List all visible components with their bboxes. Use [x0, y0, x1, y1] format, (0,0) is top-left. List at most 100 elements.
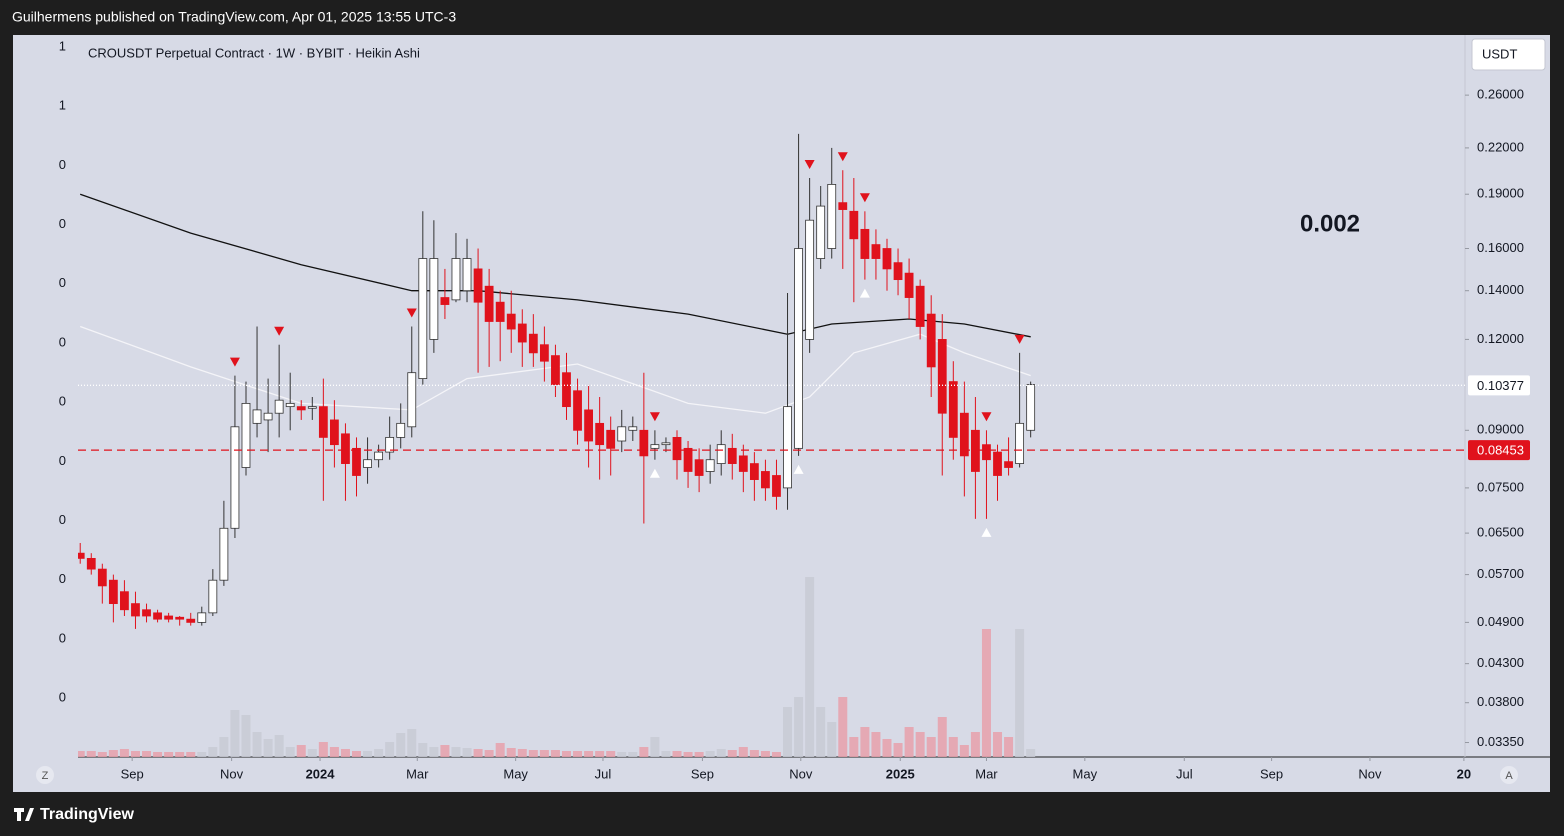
x-tick-label: 20 [1457, 766, 1471, 781]
candle-body [429, 258, 439, 340]
candle-body [705, 459, 715, 472]
candle-body [528, 333, 538, 354]
candle-body [749, 463, 759, 480]
x-tick-label: Sep [121, 766, 144, 781]
volume-bar [484, 750, 494, 757]
brand: TradingView [40, 806, 135, 823]
y-tick-label: 0.09000 [1477, 422, 1524, 437]
volume-bar [993, 732, 1003, 757]
sell-signal [229, 357, 240, 367]
volume-bar [142, 751, 152, 757]
price-label: 0.08453 [1477, 443, 1524, 458]
x-tick-label: Mar [406, 766, 429, 781]
candle-body [142, 609, 151, 617]
volume-bar [340, 749, 350, 757]
volume-bar [274, 735, 284, 757]
volume-bar [119, 749, 129, 757]
volume-bar [374, 749, 384, 757]
volume-bar [771, 752, 781, 757]
left-axis-label: 0 [59, 275, 66, 290]
volume-bar [263, 739, 273, 757]
volume-bar [650, 737, 660, 757]
candle-body [153, 612, 162, 620]
volume-bar [506, 748, 516, 757]
candle-body [871, 244, 881, 259]
auto-button[interactable] [1500, 766, 1518, 784]
currency-button[interactable] [1471, 38, 1546, 71]
x-tick-label: May [1073, 766, 1098, 781]
candle-body [683, 447, 693, 472]
volume-bar [948, 737, 958, 757]
volume-bar [882, 739, 892, 757]
volume-bar [86, 751, 96, 757]
candle-body [506, 313, 516, 330]
volume-bar [1026, 749, 1036, 757]
volume-bar [639, 747, 649, 757]
candle-body [606, 429, 616, 449]
candle-body [352, 447, 361, 476]
volume-bar [816, 707, 826, 757]
volume-bar [307, 749, 317, 757]
zoom-label[interactable]: Z [42, 770, 49, 782]
candle-body [904, 272, 914, 298]
candle-body [738, 455, 748, 472]
volume-bar [561, 751, 571, 757]
volume-bar [208, 747, 218, 757]
sell-signal [1014, 334, 1025, 344]
volume-bar [473, 749, 483, 757]
left-axis-label: 0 [59, 157, 66, 172]
volume-bar [78, 751, 85, 757]
candle-body [341, 433, 350, 464]
volume-bar [352, 751, 362, 757]
candle-body [727, 447, 737, 464]
volume-bar [981, 629, 991, 757]
candle-body [562, 372, 571, 408]
y-tick-label: 0.26000 [1477, 87, 1524, 102]
buy-signal [649, 468, 660, 478]
volume-bar [241, 715, 251, 757]
candle-body [573, 390, 582, 431]
sell-signal [859, 193, 870, 203]
y-tick-label: 0.03800 [1477, 694, 1524, 709]
candle-body [1004, 461, 1013, 468]
volume-bar [130, 751, 140, 757]
sell-signal [406, 308, 417, 318]
candle-body [827, 183, 837, 249]
volume-bar [97, 752, 107, 757]
candle-body [805, 219, 815, 340]
candle-body [208, 579, 218, 614]
volume-bar [175, 752, 185, 757]
zoom-button[interactable] [36, 766, 54, 784]
sell-signal [981, 412, 992, 422]
candle-body [230, 426, 240, 529]
sell-signal [649, 412, 660, 422]
left-axis-label: 1 [59, 98, 66, 113]
candle-body [517, 323, 527, 343]
candle-body [440, 297, 450, 305]
volume-bar [683, 752, 693, 757]
left-axis-label: 0 [59, 394, 66, 409]
volume-bar [749, 750, 759, 757]
volume-bar [606, 751, 616, 757]
volume-bar [827, 722, 837, 757]
candle-body [418, 258, 428, 379]
y-tick-label: 0.03350 [1477, 734, 1524, 749]
candle-body [772, 475, 781, 497]
auto-label[interactable]: A [1505, 770, 1513, 782]
volume-bar [517, 749, 527, 757]
volume-bar [363, 751, 373, 757]
left-axis-label: 0 [59, 453, 66, 468]
volume-bar [197, 752, 207, 757]
currency[interactable]: USDT [1482, 46, 1517, 61]
x-tick-label: Nov [220, 766, 244, 781]
volume-bar [617, 752, 627, 757]
candle-body [451, 258, 461, 301]
volume-bar [926, 737, 936, 757]
candle-body [97, 568, 107, 587]
left-axis-label: 0 [59, 571, 66, 586]
volume-bar [584, 751, 594, 757]
left-axis-label: 0 [59, 690, 66, 705]
candle-body [108, 579, 118, 605]
candle-body [639, 429, 649, 457]
